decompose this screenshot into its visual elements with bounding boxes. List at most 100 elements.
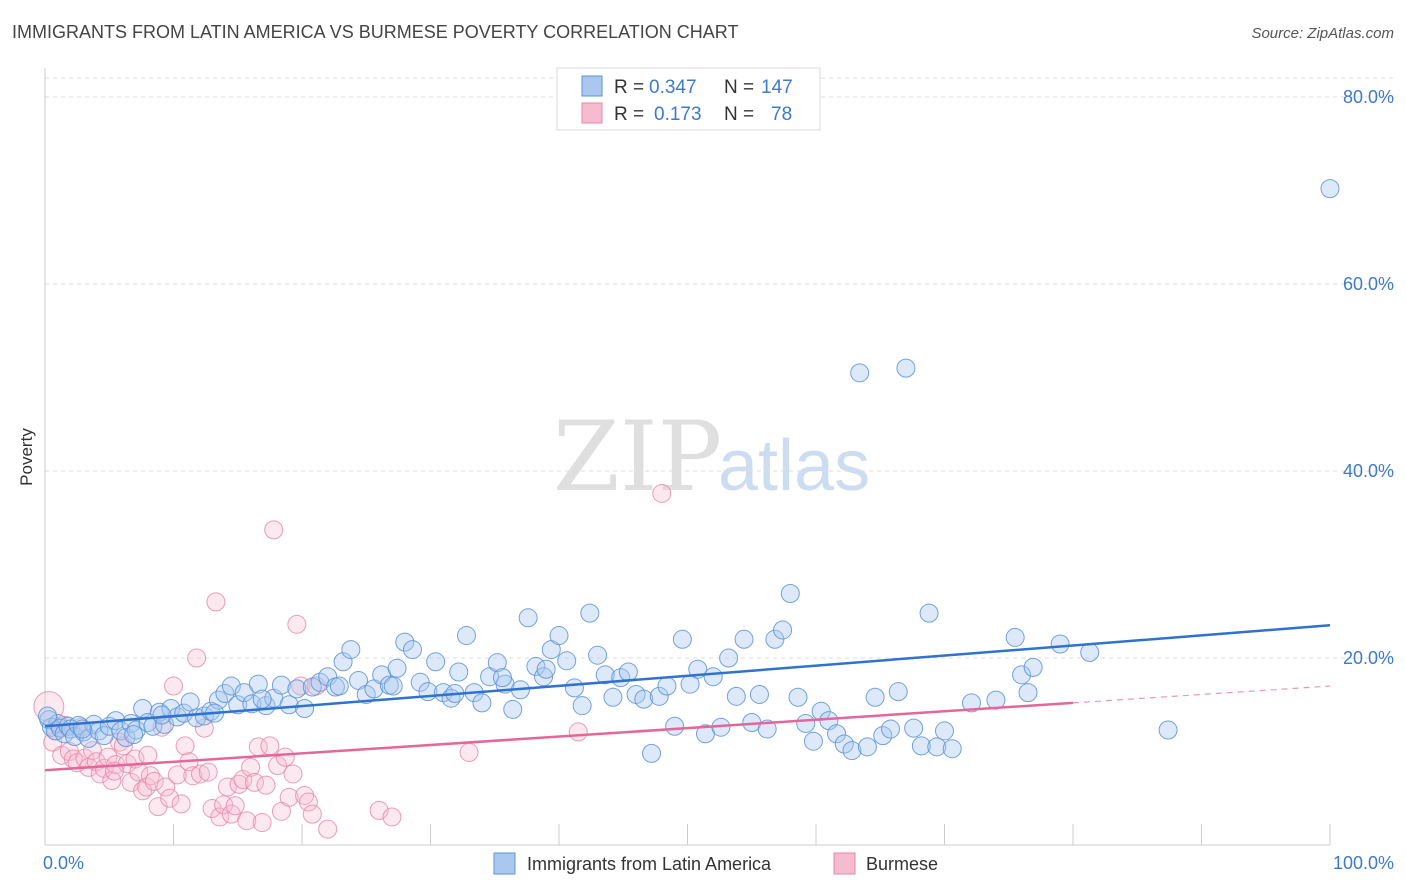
- burmese-point: [298, 792, 318, 812]
- latin-america-point: [79, 728, 99, 748]
- burmese-point: [164, 676, 183, 696]
- latin-america-point: [356, 684, 376, 704]
- latin-america-point: [503, 699, 523, 719]
- bottom-legend-label-pink: Burmese: [866, 854, 938, 874]
- burmese-point: [302, 804, 322, 824]
- bottom-legend-label-blue: Immigrants from Latin America: [527, 854, 772, 874]
- burmese-point: [252, 813, 272, 833]
- latin-america-point: [387, 658, 407, 678]
- burmese-point: [568, 722, 588, 742]
- latin-america-point: [518, 608, 538, 628]
- latin-america-point: [180, 692, 200, 712]
- latin-america-point: [780, 583, 800, 603]
- burmese-point: [175, 736, 195, 756]
- burmese-point: [275, 747, 295, 767]
- grid: [45, 77, 1394, 659]
- burmese-point: [287, 614, 307, 634]
- burmese-points: [33, 483, 672, 839]
- latin-america-point: [341, 640, 361, 660]
- burmese-point: [241, 757, 261, 777]
- burmese-point: [382, 807, 402, 827]
- latin-america-point: [65, 727, 85, 747]
- burmese-point: [233, 770, 253, 790]
- burmese-point: [137, 777, 157, 797]
- latin-america-point: [38, 706, 58, 726]
- burmese-point: [156, 777, 176, 797]
- latin-america-point: [634, 689, 654, 709]
- burmese-point: [652, 483, 672, 503]
- latin-america-point: [703, 667, 723, 687]
- latin-america-point: [116, 727, 136, 747]
- latin-america-point: [310, 672, 330, 692]
- burmese-point: [459, 742, 479, 762]
- latin-america-point: [904, 718, 924, 738]
- burmese-point: [144, 771, 164, 791]
- burmese-point: [183, 766, 203, 786]
- latin-america-point: [1080, 642, 1100, 662]
- latin-america-point: [111, 721, 131, 741]
- legend-r-label-pink: R =: [614, 104, 644, 125]
- latin-america-point: [935, 721, 954, 741]
- y-tick-label: 40.0%: [1343, 461, 1394, 481]
- y-tick-label: 80.0%: [1343, 87, 1394, 107]
- latin-america-point: [881, 719, 901, 739]
- burmese-point: [279, 787, 299, 807]
- latin-america-point: [842, 741, 862, 761]
- correlation-legend: R = 0.347 N = 147 R = 0.173 N = 78: [556, 67, 821, 131]
- latin-america-point: [919, 603, 939, 623]
- burmese-point: [90, 764, 110, 784]
- latin-america-point: [295, 698, 315, 718]
- y-tick-label: 60.0%: [1343, 274, 1394, 294]
- latin-america-point: [549, 626, 569, 646]
- y-axis-label: Poverty: [17, 428, 36, 486]
- latin-america-trend-line: [44, 624, 1331, 728]
- burmese-point: [198, 762, 218, 782]
- latin-america-point: [248, 674, 268, 694]
- burmese-point: [167, 765, 187, 785]
- latin-america-point: [124, 725, 144, 745]
- latin-america-point: [228, 695, 248, 715]
- latin-america-point: [536, 659, 556, 679]
- series-legend: Immigrants from Latin America Burmese: [493, 852, 938, 875]
- latin-america-point: [788, 687, 808, 707]
- legend-n-value-pink: 78: [771, 104, 792, 125]
- burmese-point: [206, 592, 226, 612]
- latin-america-point: [595, 665, 615, 685]
- burmese-point: [138, 745, 158, 765]
- legend-r-value-pink: 0.173: [654, 104, 702, 125]
- latin-america-point: [757, 719, 777, 739]
- watermark: ZIP atlas: [553, 401, 870, 513]
- burmese-point: [244, 772, 264, 792]
- latin-america-point: [873, 726, 893, 746]
- latin-america-point: [827, 724, 847, 744]
- burmese-point: [187, 648, 207, 668]
- legend-n-value-blue: 147: [761, 77, 793, 98]
- latin-america-point: [487, 653, 507, 673]
- latin-america-point: [749, 684, 769, 704]
- latin-america-point: [672, 629, 692, 649]
- latin-america-point: [618, 662, 638, 682]
- latin-america-point: [271, 675, 291, 695]
- burmese-trend-extension: [1072, 685, 1331, 704]
- burmese-point: [217, 777, 237, 797]
- latin-america-point: [1158, 720, 1178, 740]
- latin-america-point: [1050, 634, 1070, 654]
- chart-title: IMMIGRANTS FROM LATIN AMERICA VS BURMESE…: [12, 22, 738, 42]
- latin-america-point: [803, 731, 823, 751]
- latin-america-point: [665, 716, 685, 736]
- legend-n-label-pink: N =: [724, 104, 754, 125]
- burmese-point: [210, 807, 230, 827]
- latin-america-point: [734, 629, 754, 649]
- legend-r-label-blue: R =: [614, 77, 644, 98]
- latin-america-point: [1012, 665, 1032, 685]
- latin-america-point: [911, 736, 931, 756]
- latin-america-point: [174, 703, 194, 723]
- latin-america-point: [279, 695, 299, 715]
- burmese-point: [225, 796, 245, 816]
- latin-america-point: [657, 676, 677, 696]
- trend-lines: [44, 624, 1331, 772]
- x-tick-label-max: 100.0%: [1333, 853, 1394, 873]
- latin-america-point: [865, 687, 885, 707]
- latin-america-point: [603, 687, 623, 707]
